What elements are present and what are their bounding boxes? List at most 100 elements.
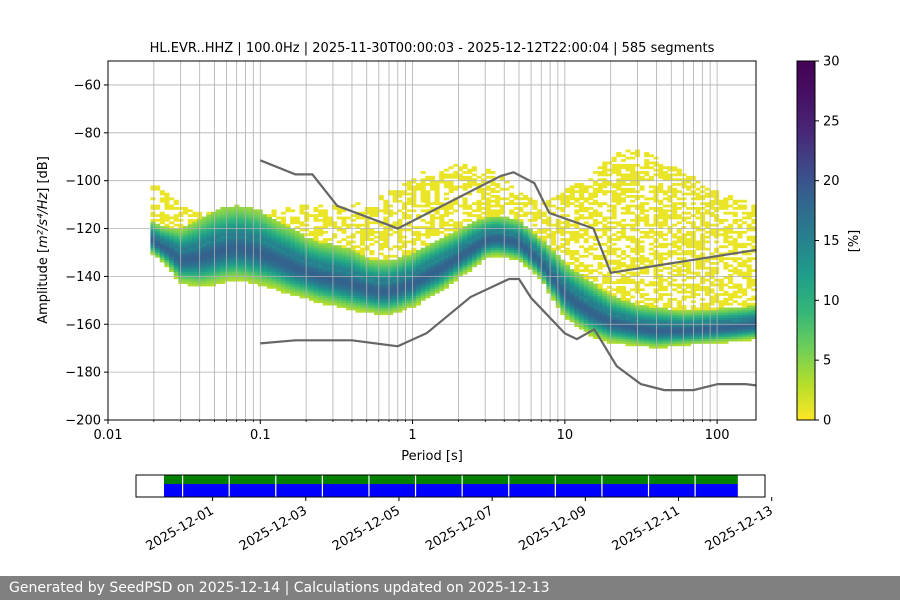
psd-heat-cell [704,329,710,332]
psd-heat-cell [262,257,268,261]
psd-heat-cell [467,242,473,246]
psd-heat-cell [686,341,692,344]
psd-heat-cell [215,278,221,282]
psd-heat-cell [616,230,622,234]
psd-heat-cell [620,226,626,229]
psd-heat-cell [476,230,482,234]
psd-heat-cell [625,266,631,270]
psd-heat-cell [280,240,286,244]
psd-heat-cell [378,295,384,299]
psd-heat-cell [169,250,175,253]
psd-heat-cell [681,283,687,287]
psd-heat-cell [439,202,445,205]
psd-heat-cell [415,252,422,256]
psd-heat-cell [360,276,366,280]
high-noise-model-line [259,159,756,275]
psd-heat-cell [308,295,314,299]
psd-heat-cell [704,307,710,311]
psd-heat-cell [560,262,566,265]
psd-heat-cell [606,321,612,325]
psd-heat-cell [183,209,189,213]
psd-heat-cell [551,233,557,237]
psd-heat-cell [728,228,734,232]
psd-heat-cell [448,206,454,210]
psd-heat-cell [616,319,622,323]
psd-heat-cell [360,223,366,227]
psd-heat-cell [527,211,533,215]
psd-heat-cell [374,302,380,306]
psd-heat-cell [299,238,305,241]
psd-heat-cell [271,221,277,225]
psd-heat-cell [420,295,426,299]
psd-heat-cell [341,221,347,225]
psd-heat-cell [364,283,370,287]
psd-heat-cell [467,228,473,232]
psd-heat-cell [411,185,417,189]
psd-heat-cell [676,283,682,287]
psd-heat-cell [620,211,626,215]
psd-heat-cell [252,257,258,261]
psd-heat-cell [462,245,468,249]
psd-heat-cell [718,307,724,311]
psd-heat-cell [667,321,673,325]
psd-heat-cell [504,218,510,222]
psd-heat-cell [667,199,673,203]
psd-heat-cell [271,285,277,289]
psd-heat-cell [220,209,226,213]
psd-heat-cell [742,221,748,225]
psd-heat-cell [429,228,435,232]
psd-heat-cell [211,233,217,237]
psd-heat-cell [439,238,445,241]
psd-heat-cell [518,218,524,222]
psd-heat-cell [388,309,394,313]
psd-heat-cell [364,223,370,227]
psd-heat-cell [504,245,510,249]
psd-heat-cell [155,240,161,244]
psd-heat-cell [588,331,594,335]
psd-heat-cell [523,259,529,263]
psd-heat-cell [360,309,366,313]
psd-heat-cell [485,175,491,179]
psd-heat-cell [238,223,245,227]
psd-heat-cell [443,168,449,172]
psd-heat-cell [658,173,664,177]
psd-heat-cell [252,230,258,234]
psd-heat-cell [583,276,589,280]
psd-heat-cell [574,321,580,325]
psd-heat-cell [374,295,380,299]
psd-heat-cell [481,180,487,184]
psd-heat-cell [714,317,720,320]
psd-heat-cell [299,281,305,284]
psd-heat-cell [676,235,682,239]
psd-heat-cell [443,274,449,277]
psd-heat-cell [341,230,347,234]
psd-heat-cell [714,240,720,244]
psd-heat-cell [332,257,338,261]
psd-heat-cell [322,209,328,213]
psd-heat-cell [401,278,408,282]
psd-heat-cell [401,245,408,249]
psd-heat-cell [620,314,626,318]
psd-heat-cell [425,250,431,253]
psd-heat-cell [578,192,585,196]
psd-heat-cell [518,221,524,225]
psd-heat-cell [602,166,608,170]
psd-heat-cell [746,214,752,217]
psd-heat-cell [313,281,319,284]
psd-heat-cell [443,245,449,249]
psd-heat-cell [495,216,501,220]
psd-heat-cell [462,250,468,253]
psd-heat-cell [415,274,422,277]
psd-heat-cell [364,269,370,273]
psd-heat-cell [271,266,277,270]
psd-heat-cell [616,171,622,174]
psd-heat-cell [686,326,692,330]
psd-heat-cell [304,288,310,292]
psd-heat-cell [271,211,277,215]
psd-heat-cell [206,238,212,241]
psd-heat-cell [616,266,622,270]
psd-heat-cell [322,293,328,296]
psd-heat-cell [560,202,566,205]
psd-heat-cell [658,221,664,225]
